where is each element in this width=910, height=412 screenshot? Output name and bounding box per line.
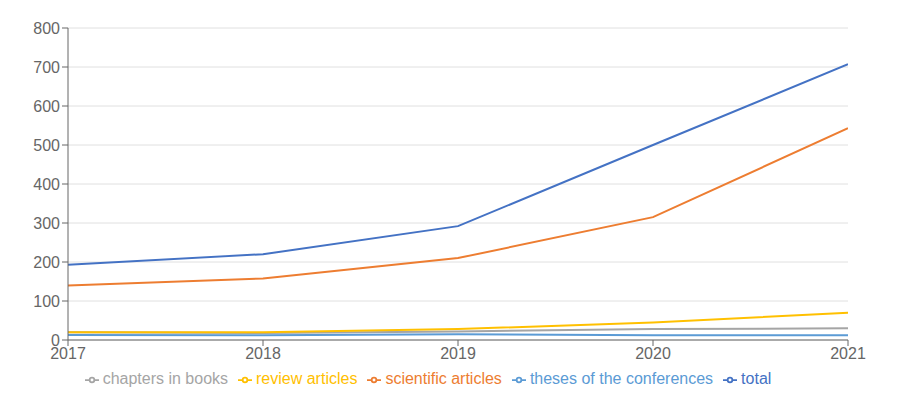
html-text:scientific articles: scientific articles bbox=[385, 370, 502, 387]
svg-text:400: 400 bbox=[33, 176, 60, 193]
svg-text:300: 300 bbox=[33, 215, 60, 232]
svg-text:2019: 2019 bbox=[440, 345, 476, 362]
svg-text:2020: 2020 bbox=[635, 345, 671, 362]
svg-text:800: 800 bbox=[33, 20, 60, 37]
svg-text:100: 100 bbox=[33, 293, 60, 310]
svg-text:0: 0 bbox=[51, 332, 60, 349]
svg-text:2021: 2021 bbox=[830, 345, 866, 362]
svg-text:500: 500 bbox=[33, 137, 60, 154]
svg-text:700: 700 bbox=[33, 59, 60, 76]
html-text:theses of the conferences: theses of the conferences bbox=[529, 370, 714, 387]
html-text:review articles: review articles bbox=[256, 370, 358, 387]
svg-text:200: 200 bbox=[33, 254, 60, 271]
svg-text:600: 600 bbox=[33, 98, 60, 115]
html-text:total: total bbox=[741, 370, 772, 387]
html-text:chapters in books: chapters in books bbox=[102, 370, 228, 387]
svg-text:2017: 2017 bbox=[50, 345, 86, 363]
svg-text:2018: 2018 bbox=[245, 345, 281, 362]
